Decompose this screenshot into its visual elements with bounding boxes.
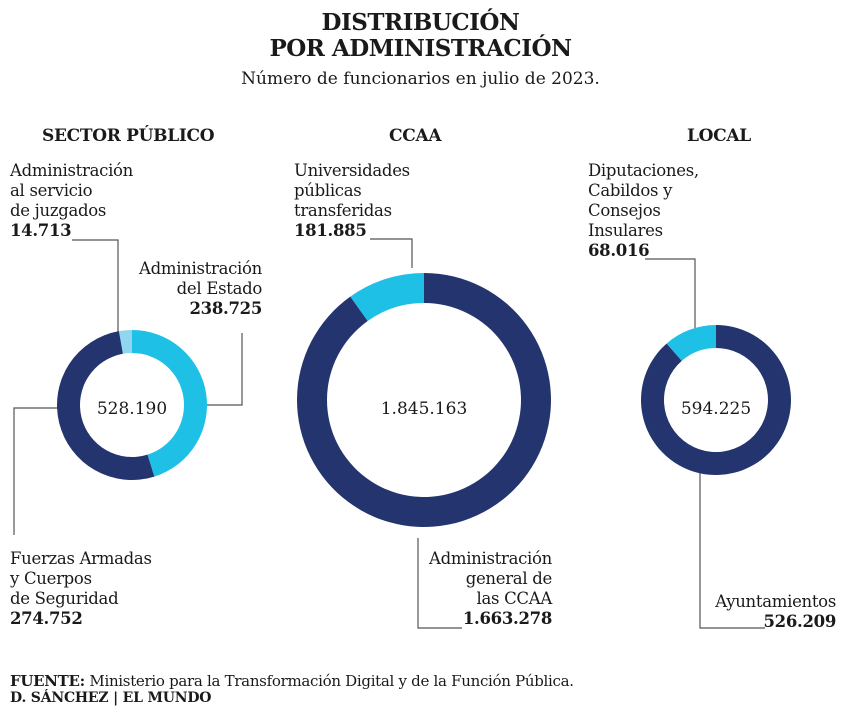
donut-sector-publico bbox=[56, 330, 207, 481]
leader-lines bbox=[13, 238, 765, 629]
donut-total-ccaa: 1.845.163 bbox=[381, 399, 468, 419]
label-diputaciones: Diputaciones, Cabildos y Consejos Insula… bbox=[588, 161, 699, 261]
section-title-local: LOCAL bbox=[687, 126, 751, 146]
donut-slice-administracion-del-estado bbox=[131, 330, 207, 477]
chart-title-line2: POR ADMINISTRACIÓN bbox=[269, 35, 572, 62]
label-ayuntamientos-line: Ayuntamientos bbox=[715, 592, 836, 611]
donut-slice-ayuntamientos bbox=[641, 325, 792, 476]
label-ccaa-general-line: general de bbox=[465, 569, 553, 588]
label-diputaciones-line: Diputaciones, bbox=[588, 161, 699, 180]
leader-line-ayuntamientos bbox=[699, 468, 765, 629]
donut-slice-fuerzas-armadas-y-cuerpos-de-seguridad bbox=[56, 331, 155, 481]
label-juzgados-line: al servicio bbox=[10, 181, 93, 200]
label-fuerzas-line: de Seguridad bbox=[10, 589, 119, 608]
label-universidades: Universidades públicas transferidas 181.… bbox=[294, 161, 410, 241]
donut-total-sector-publico: 528.190 bbox=[97, 399, 167, 419]
label-estado-line: del Estado bbox=[176, 279, 263, 298]
source-text: Ministerio para la Transformación Digita… bbox=[84, 672, 574, 690]
label-universidades-line: transferidas bbox=[294, 201, 392, 220]
credit-line: D. SÁNCHEZ | EL MUNDO bbox=[10, 690, 212, 706]
label-fuerzas: Fuerzas Armadas y Cuerpos de Seguridad 2… bbox=[10, 549, 152, 629]
leader-line-fuerzas bbox=[13, 407, 58, 535]
label-ayuntamientos: Ayuntamientos 526.209 bbox=[650, 592, 836, 632]
label-universidades-line: Universidades bbox=[294, 161, 410, 180]
leader-line-estado bbox=[198, 333, 243, 406]
label-ccaa-general-value: 1.663.278 bbox=[462, 609, 552, 628]
label-juzgados-line: Administración bbox=[10, 161, 134, 180]
leader-line-juzgados bbox=[72, 239, 119, 336]
leader-line-diputaciones bbox=[645, 258, 696, 330]
leader-line-ccaa-general bbox=[417, 538, 462, 629]
chart-title-line1: DISTRIBUCIÓN bbox=[321, 9, 520, 36]
source-label: FUENTE: bbox=[10, 672, 85, 690]
chart-title: DISTRIBUCIÓN POR ADMINISTRACIÓN bbox=[0, 10, 841, 62]
label-ayuntamientos-value: 526.209 bbox=[763, 612, 836, 631]
donut-slice-administracion-al-servicio-de-juzgados bbox=[118, 330, 132, 354]
label-juzgados: Administración al servicio de juzgados 1… bbox=[10, 161, 133, 241]
label-ccaa-general-line: Administración bbox=[428, 549, 552, 568]
label-estado-line: Administración bbox=[138, 259, 262, 278]
label-juzgados-line: de juzgados bbox=[10, 201, 107, 220]
label-fuerzas-value: 274.752 bbox=[10, 609, 83, 628]
donut-ccaa bbox=[296, 273, 551, 527]
section-title-sector-publico: SECTOR PÚBLICO bbox=[42, 126, 215, 146]
donut-total-local: 594.225 bbox=[681, 399, 751, 419]
label-diputaciones-line: Cabildos y bbox=[588, 181, 673, 200]
label-fuerzas-line: y Cuerpos bbox=[10, 569, 92, 588]
section-title-ccaa: CCAA bbox=[389, 126, 442, 146]
label-estado-value: 238.725 bbox=[189, 299, 262, 318]
label-juzgados-value: 14.713 bbox=[10, 221, 72, 240]
donut-slice-universidades-publicas-transferidas bbox=[350, 273, 424, 322]
label-ccaa-general-line: las CCAA bbox=[476, 589, 552, 608]
leader-line-universidades bbox=[370, 238, 413, 268]
label-fuerzas-line: Fuerzas Armadas bbox=[10, 549, 152, 568]
label-diputaciones-line: Consejos bbox=[588, 201, 661, 220]
source-note: FUENTE: Ministerio para la Transformació… bbox=[10, 672, 574, 690]
donut-local bbox=[641, 325, 792, 476]
label-universidades-line: públicas bbox=[294, 181, 362, 200]
label-diputaciones-value: 68.016 bbox=[588, 241, 650, 260]
label-universidades-value: 181.885 bbox=[294, 221, 367, 240]
chart-subtitle: Número de funcionarios en julio de 2023. bbox=[241, 69, 600, 89]
donut-slice-diputaciones-cabildos-y-consejos-insulares bbox=[666, 325, 716, 361]
label-ccaa-general: Administración general de las CCAA 1.663… bbox=[400, 549, 552, 629]
label-diputaciones-line: Insulares bbox=[588, 221, 663, 240]
label-estado: Administración del Estado 238.725 bbox=[110, 259, 262, 319]
